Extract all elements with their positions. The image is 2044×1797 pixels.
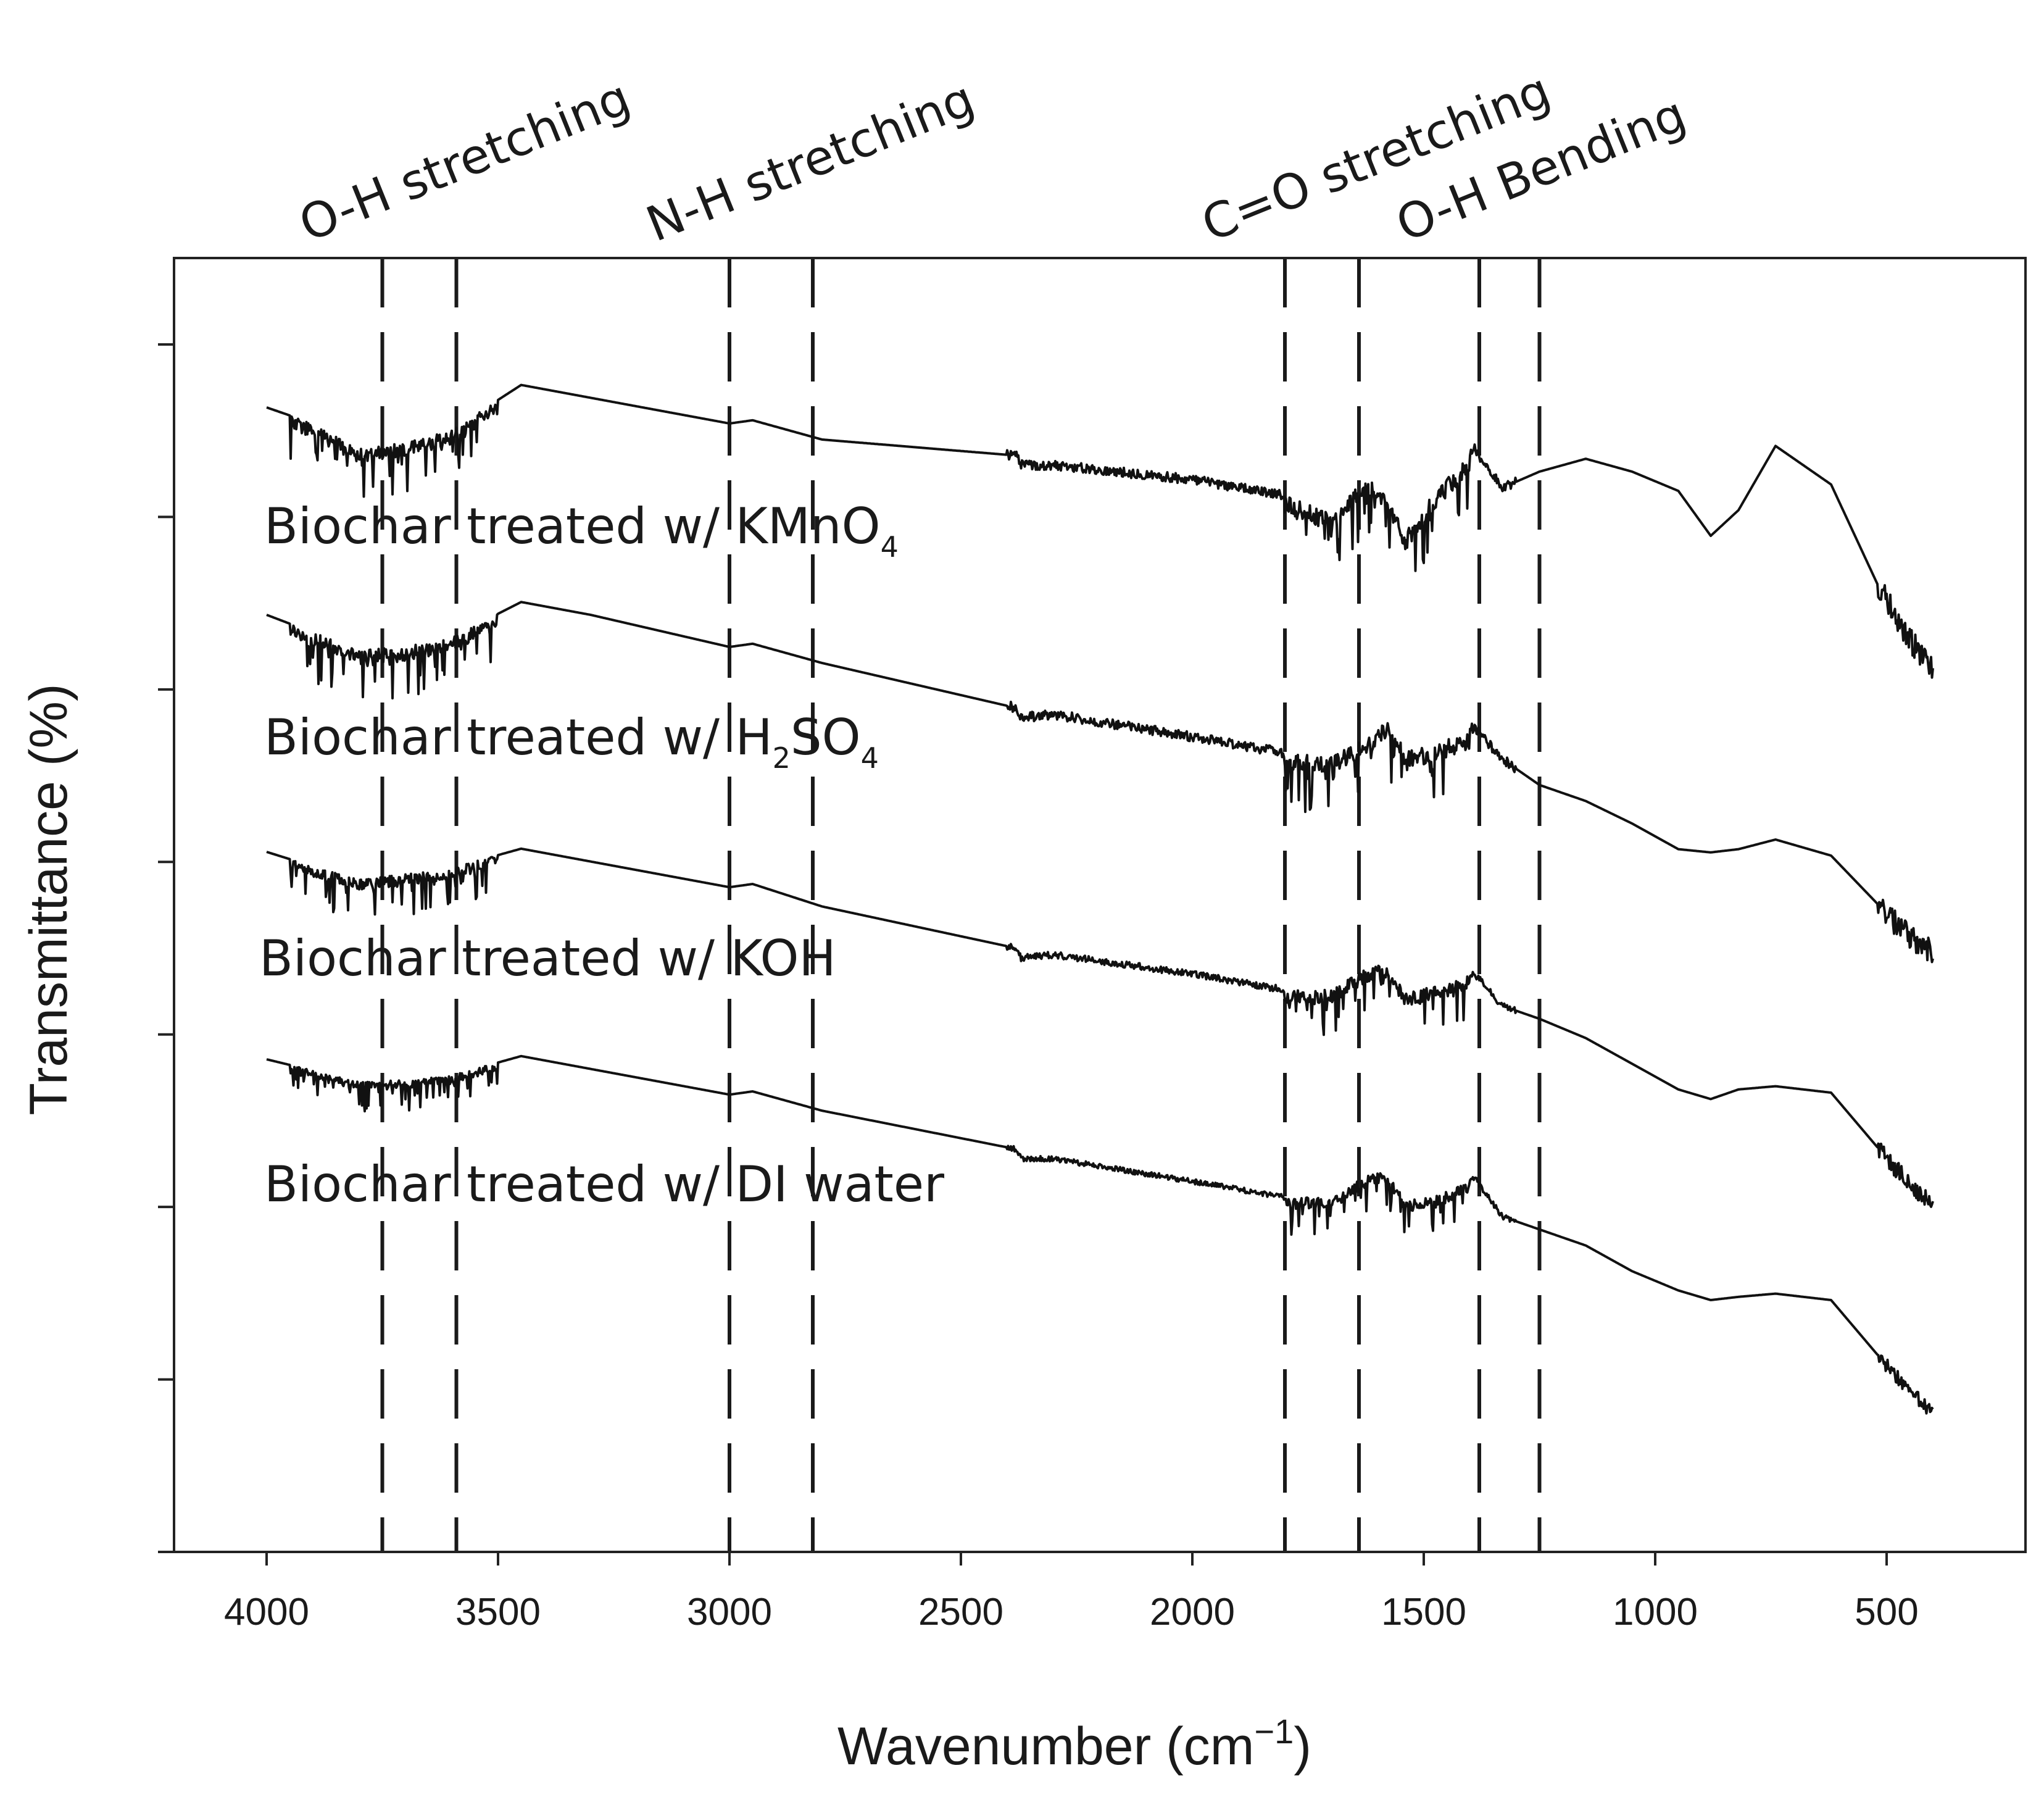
series-line <box>266 383 1934 679</box>
series-line <box>266 847 1934 1208</box>
series-label: Biochar treated w/ KMnO4 <box>264 498 899 564</box>
x-tick-label: 4000 <box>224 1591 309 1633</box>
band-label: N-H stretching <box>639 71 982 252</box>
band-label: O-H stretching <box>292 70 638 252</box>
bands-layer: O-H stretching N-H stretching C=O stretchi… <box>292 63 1693 1552</box>
series-line <box>266 1054 1934 1415</box>
x-tick-label: 3000 <box>687 1591 772 1633</box>
x-tick-label: 1500 <box>1381 1591 1466 1633</box>
x-axis-title-main: Wavenumber (cm <box>837 1717 1254 1776</box>
x-tick-label: 1000 <box>1613 1591 1698 1633</box>
x-axis-title-sup: −1 <box>1254 1712 1294 1751</box>
x-tick-label: 2000 <box>1150 1591 1235 1633</box>
series-line <box>266 601 1934 964</box>
y-axis <box>158 343 174 1553</box>
series-label: Biochar treated w/ DI water <box>264 1156 944 1213</box>
x-axis-title-close: ) <box>1294 1717 1311 1776</box>
x-tick-label: 3500 <box>455 1591 541 1633</box>
plot-frame <box>173 257 2027 1553</box>
series-layer: Biochar treated w/ KMnO4 Biochar treated … <box>259 383 1934 1415</box>
x-axis-title: Wavenumber (cm−1) <box>837 1712 1311 1776</box>
series-label: Biochar treated w/ H2SO4 <box>264 709 879 775</box>
series-label: Biochar treated w/ KOH <box>259 930 836 987</box>
x-tick-label: 2500 <box>918 1591 1003 1633</box>
x-tick-label: 500 <box>1855 1591 1918 1633</box>
y-axis-title: Transmittance (%) <box>19 683 78 1115</box>
x-axis: 4000 3500 3000 2500 2000 1500 1000 500 <box>224 1552 1919 1633</box>
